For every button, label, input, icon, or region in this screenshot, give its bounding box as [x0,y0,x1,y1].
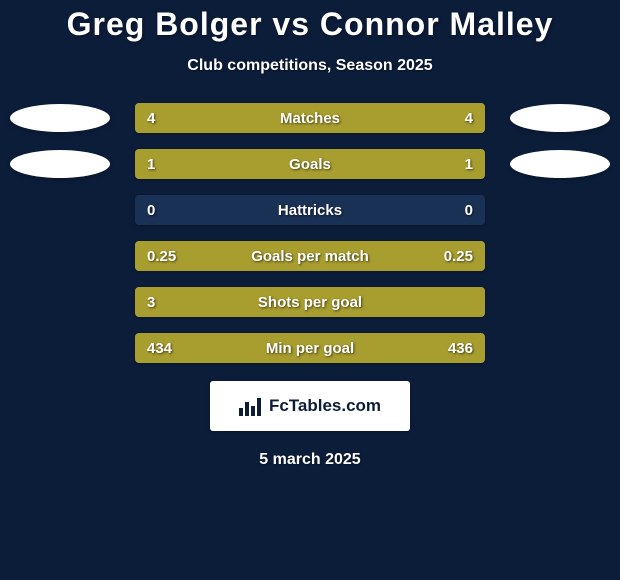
value-left: 3 [147,287,155,317]
stat-row: 434436Min per goal [135,333,485,363]
bar-left [135,287,485,317]
date-label: 5 march 2025 [0,451,620,469]
value-left: 1 [147,149,155,179]
source-logo: FcTables.com [210,381,410,431]
bar-left [135,103,310,133]
subtitle: Club competitions, Season 2025 [0,57,620,75]
stats-area: 44Matches11Goals00Hattricks0.250.25Goals… [0,103,620,363]
stat-row: 11Goals [135,149,485,179]
stat-row: 3Shots per goal [135,287,485,317]
value-left: 434 [147,333,172,363]
player-badge-ellipse [510,150,610,178]
player-badge-ellipse [510,104,610,132]
player-badge-ellipse [10,150,110,178]
value-left: 4 [147,103,155,133]
value-right: 0 [465,195,473,225]
stat-row: 44Matches [135,103,485,133]
value-right: 0.25 [444,241,473,271]
bar-left [135,149,310,179]
bar-right [310,149,485,179]
page-title: Greg Bolger vs Connor Malley [0,6,620,43]
value-right: 4 [465,103,473,133]
player-badge-ellipse [10,104,110,132]
stat-row: 00Hattricks [135,195,485,225]
logo-text: FcTables.com [269,396,381,416]
bar-chart-icon [239,396,263,416]
value-left: 0.25 [147,241,176,271]
value-right: 1 [465,149,473,179]
stat-row: 0.250.25Goals per match [135,241,485,271]
value-right: 436 [448,333,473,363]
value-left: 0 [147,195,155,225]
comparison-infographic: Greg Bolger vs Connor Malley Club compet… [0,0,620,580]
bar-right [310,103,485,133]
